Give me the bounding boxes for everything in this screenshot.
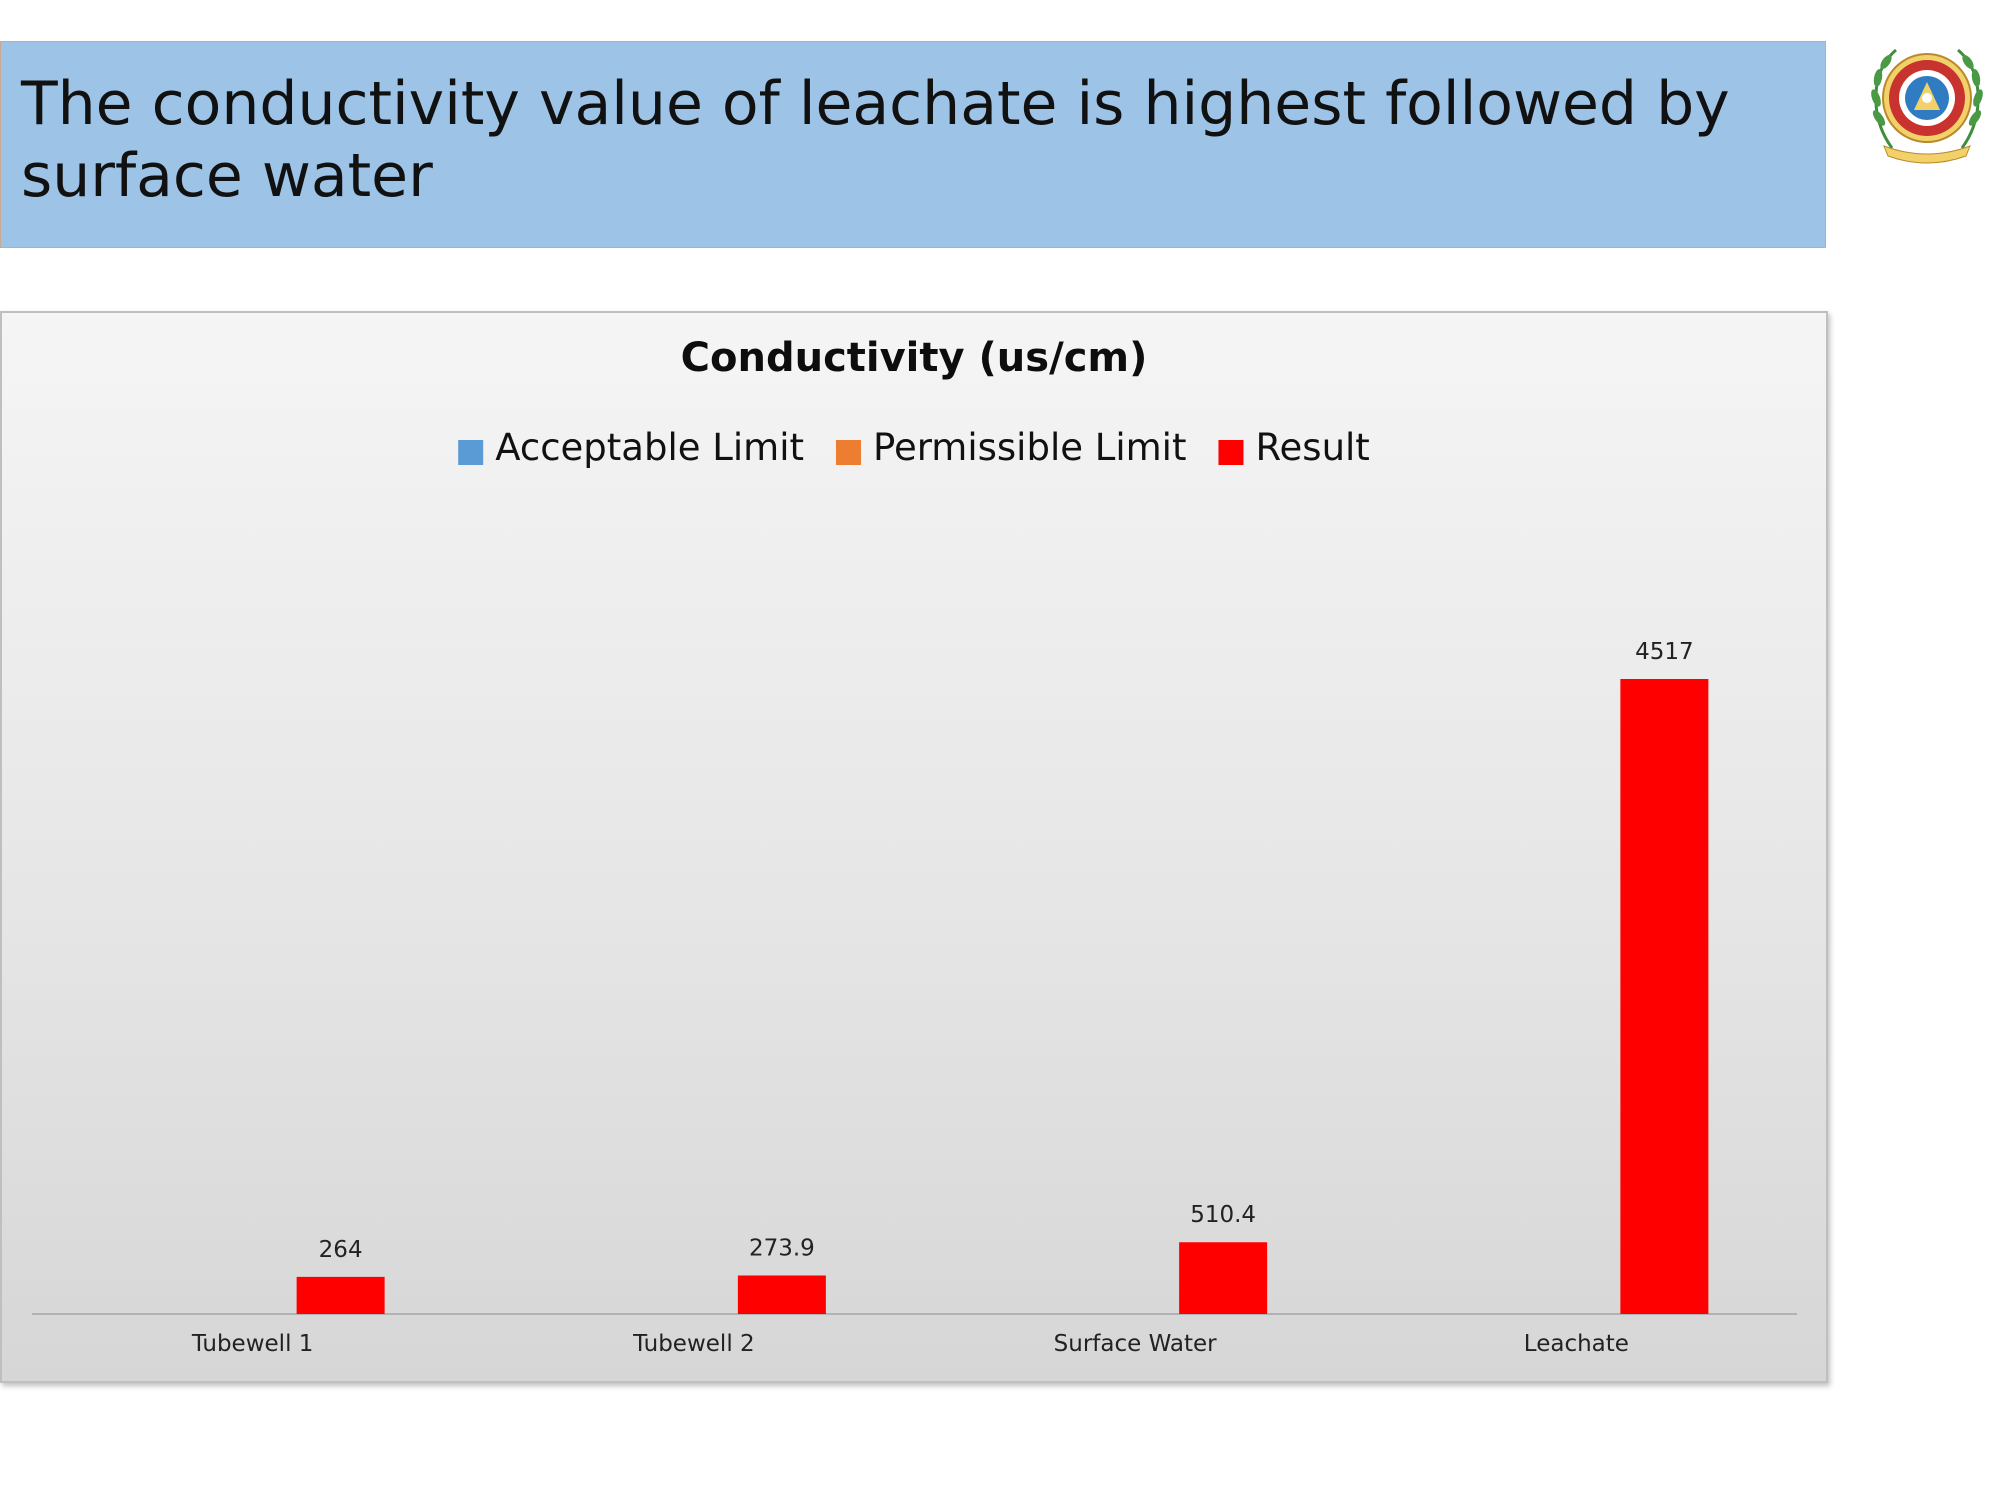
data-label: 273.9	[749, 1235, 815, 1261]
bar-tubewell-2	[737, 1275, 826, 1314]
chart-title: Conductivity (us/cm)	[681, 335, 1148, 381]
data-label: 264	[319, 1237, 363, 1263]
x-tick-label: Leachate	[1524, 1331, 1629, 1357]
chart-legend: Acceptable Limit Permissible Limit Result	[458, 426, 1370, 469]
legend-item: Acceptable Limit	[458, 426, 804, 469]
legend-label: Permissible Limit	[873, 426, 1187, 469]
data-label: 510.4	[1190, 1202, 1256, 1228]
x-axis-tick-labels: Tubewell 1 Tubewell 2 Surface Water Leachat…	[191, 1331, 1629, 1357]
x-tick-label: Tubewell 2	[632, 1331, 755, 1357]
slide-title: The conductivity value of leachate is hi…	[21, 69, 1730, 211]
bar-series-result	[296, 679, 1709, 1314]
legend-item: Permissible Limit	[835, 426, 1187, 469]
bar-leachate	[1620, 679, 1709, 1314]
data-label: 4517	[1635, 639, 1694, 665]
legend-swatch	[458, 440, 484, 465]
x-tick-label: Tubewell 1	[191, 1331, 314, 1357]
legend-label: Acceptable Limit	[495, 426, 804, 469]
institution-emblem-icon	[1871, 48, 1983, 164]
legend-item: Result	[1218, 426, 1370, 469]
legend-label: Result	[1255, 426, 1369, 469]
conductivity-bar-chart: Conductivity (us/cm) Acceptable Limit Per…	[32, 335, 1797, 1357]
data-labels: 264 273.9 510.4 4517	[319, 639, 1694, 1263]
x-tick-label: Surface Water	[1054, 1331, 1217, 1357]
title-banner: The conductivity value of leachate is hi…	[0, 41, 1826, 248]
chart-area: Conductivity (us/cm) Acceptable Limit Per…	[0, 311, 1828, 1383]
legend-swatch	[835, 440, 861, 465]
bar-surface-water	[1179, 1242, 1268, 1314]
legend-swatch	[1218, 440, 1244, 465]
bar-tubewell-1	[296, 1276, 385, 1314]
